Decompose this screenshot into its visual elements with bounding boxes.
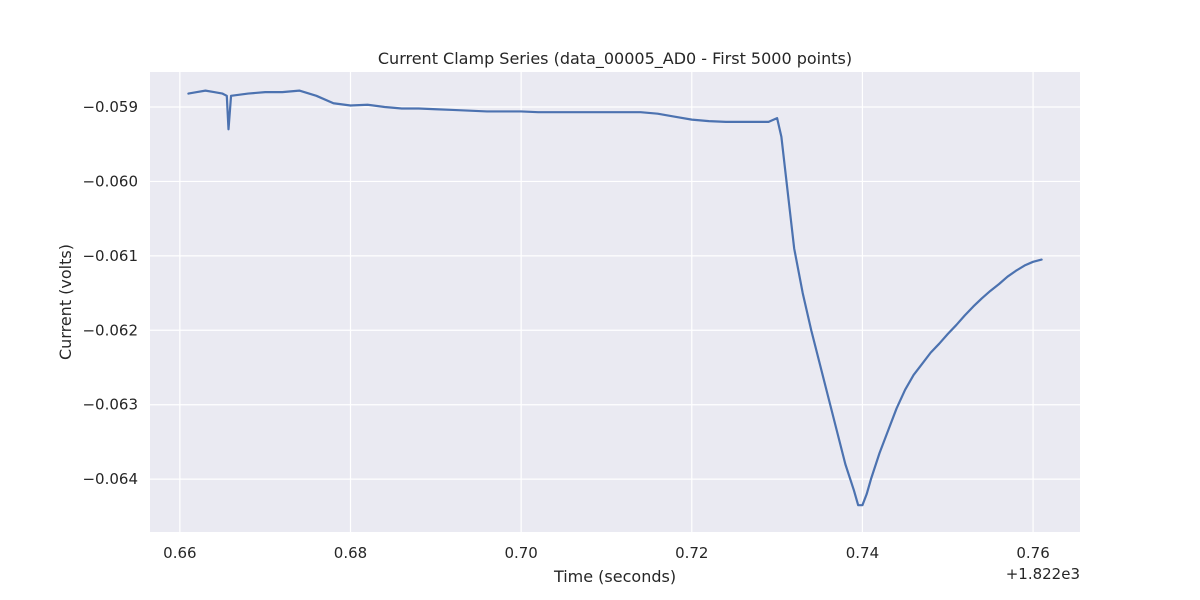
y-tick-label: −0.063: [82, 396, 138, 414]
x-tick-label: 0.72: [675, 544, 708, 562]
y-tick-label: −0.060: [82, 172, 138, 190]
y-tick-label: −0.061: [82, 247, 138, 265]
series-line: [187, 89, 1043, 507]
x-tick-label: 0.70: [504, 544, 537, 562]
y-axis-label: Current (volts): [56, 244, 75, 360]
x-tick-label: 0.76: [1016, 544, 1049, 562]
x-axis-label: Time (seconds): [553, 567, 676, 586]
y-tick-label: −0.062: [82, 321, 138, 339]
x-tick-label: 0.74: [846, 544, 879, 562]
chart-title: Current Clamp Series (data_00005_AD0 - F…: [378, 49, 852, 69]
grid: [150, 72, 1080, 532]
plot-area: [150, 72, 1080, 532]
y-tick-label: −0.059: [82, 98, 138, 116]
y-tick-label: −0.064: [82, 470, 138, 488]
x-tick-label: 0.66: [163, 544, 196, 562]
x-axis-offset-label: +1.822e3: [1006, 565, 1080, 583]
series-layer: [187, 89, 1043, 507]
x-tick-label: 0.68: [334, 544, 367, 562]
tick-labels: 0.66 0.68 0.70 0.72 0.74 0.76 −0.059 −0.060 −0.0…: [82, 98, 1049, 562]
